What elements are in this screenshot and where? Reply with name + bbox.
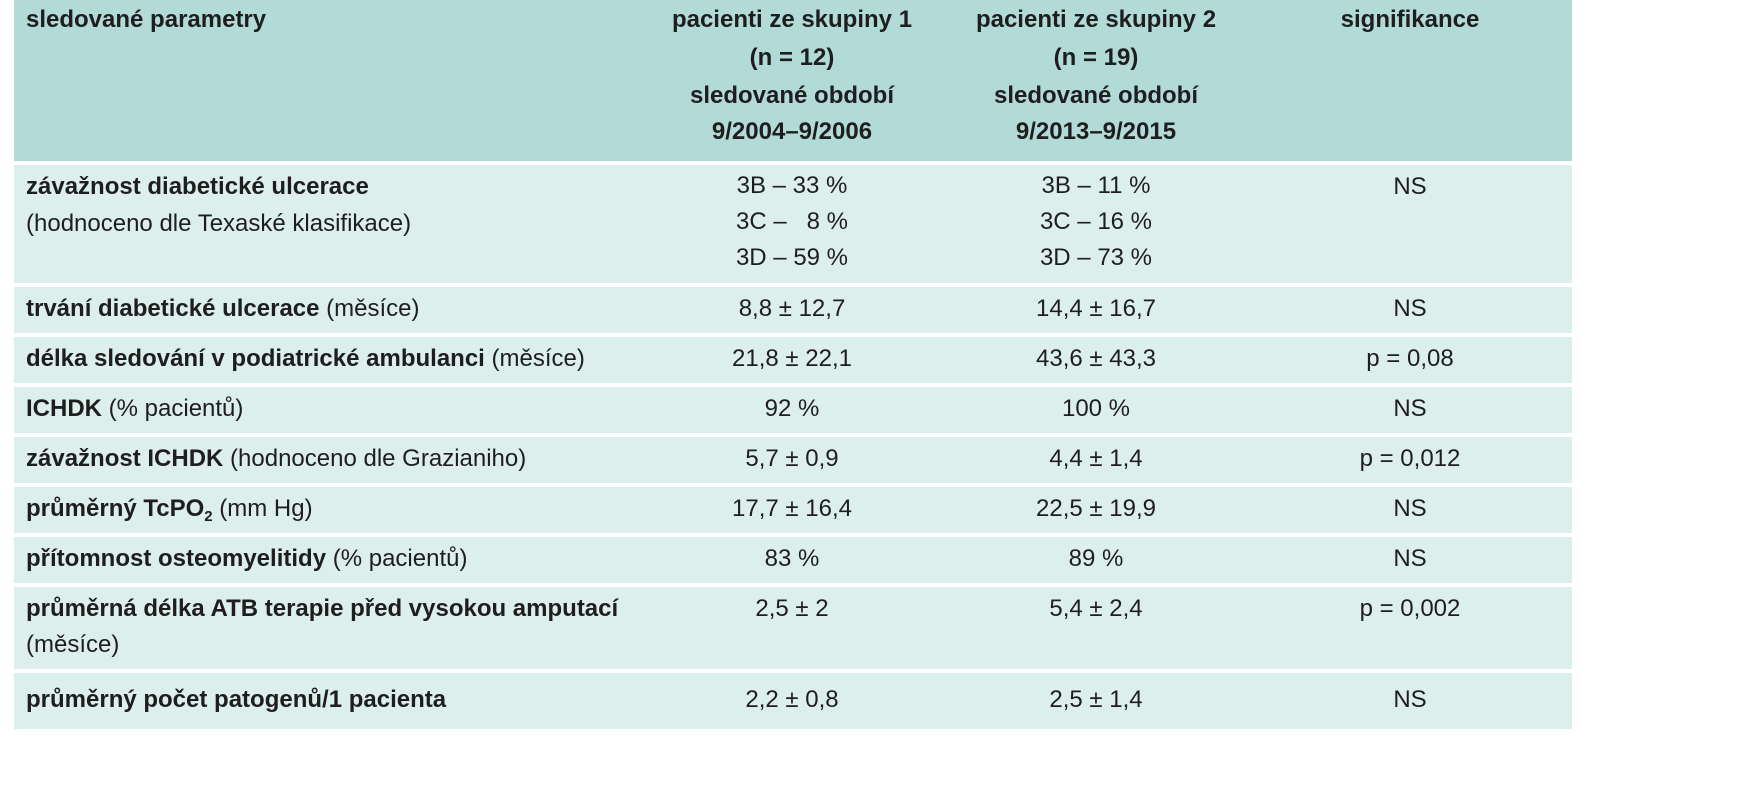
header-row: sledované parametry pacienti ze skupiny … — [14, 0, 1572, 161]
significance-value: NS — [1248, 387, 1572, 433]
parameter-note: (měsíce) — [26, 631, 120, 658]
parameter-name: ICHDK — [26, 395, 102, 422]
parameter-name: závažnost ICHDK — [26, 445, 224, 472]
parameter-subscript: 2 — [204, 508, 213, 525]
group-2-value: 2,5 ± 1,4 — [944, 673, 1248, 729]
group-2-value-3b: 3B – 11 % — [1041, 172, 1151, 199]
group-2-value: 22,5 ± 19,9 — [944, 487, 1248, 533]
group-1-value: 83 % — [640, 537, 944, 583]
parameter-name: přítomnost osteomyelitidy — [26, 545, 327, 572]
group-2-value: 5,4 ± 2,4 — [944, 587, 1248, 669]
group-2-title: pacienti ze skupiny 2 — [975, 6, 1217, 33]
parameter-note: (mm Hg) — [212, 495, 313, 522]
header-group-2: pacienti ze skupiny 2 (n = 19) sledované… — [944, 0, 1248, 161]
comparison-table: sledované parametry pacienti ze skupiny … — [14, 0, 1572, 733]
parameter-note: (měsíce) — [484, 345, 585, 372]
row-parameter: závažnost diabetické ulcerace (hodnoceno… — [14, 165, 640, 283]
significance-value: NS — [1248, 537, 1572, 583]
parameter-name: závažnost diabetické ulcerace — [26, 173, 369, 200]
significance-value: NS — [1248, 165, 1572, 283]
parameter-name: průměrný TcPO — [26, 495, 205, 522]
table-row: průměrná délka ATB terapie před vysokou … — [14, 587, 1572, 669]
group-2-value: 3B – 11 % 3C – 16 % 3D – 73 % — [944, 165, 1248, 283]
table-row: průměrný TcPO2 (mm Hg) 17,7 ± 16,4 22,5 … — [14, 487, 1572, 533]
group-1-period: 9/2004–9/2006 — [711, 118, 873, 145]
group-1-value: 17,7 ± 16,4 — [640, 487, 944, 533]
header-significance-label: signifikance — [1340, 6, 1480, 33]
row-parameter: průměrný počet patogenů/1 pacienta — [14, 673, 640, 729]
group-2-period-label: sledované období — [993, 82, 1199, 109]
row-parameter: trvání diabetické ulcerace (měsíce) — [14, 287, 640, 333]
significance-value: p = 0,012 — [1248, 437, 1572, 483]
group-1-value: 2,2 ± 0,8 — [640, 673, 944, 729]
table-row: závažnost ICHDK (hodnoceno dle Grazianih… — [14, 437, 1572, 483]
group-1-value-3d: 3D – 59 % — [735, 244, 849, 271]
parameter-name: průměrný počet patogenů/1 pacienta — [26, 686, 447, 713]
group-2-value-3d: 3D – 73 % — [1039, 244, 1153, 271]
significance-value: NS — [1248, 287, 1572, 333]
table-row: závažnost diabetické ulcerace (hodnoceno… — [14, 165, 1572, 283]
parameter-note: (hodnoceno dle Grazianiho) — [223, 445, 527, 472]
table-row: délka sledování v podiatrické ambulanci … — [14, 337, 1572, 383]
group-1-value: 92 % — [640, 387, 944, 433]
group-2-value: 14,4 ± 16,7 — [944, 287, 1248, 333]
parameter-name: trvání diabetické ulcerace — [26, 295, 320, 322]
group-2-count: (n = 19) — [1053, 44, 1139, 71]
table-row: trvání diabetické ulcerace (měsíce) 8,8 … — [14, 287, 1572, 333]
table-row: přítomnost osteomyelitidy (% pacientů) 8… — [14, 537, 1572, 583]
header-group-1: pacienti ze skupiny 1 (n = 12) sledované… — [640, 0, 944, 161]
group-1-period-label: sledované období — [689, 82, 895, 109]
row-parameter: délka sledování v podiatrické ambulanci … — [14, 337, 640, 383]
parameter-name: délka sledování v podiatrické ambulanci — [26, 345, 485, 372]
group-2-value: 4,4 ± 1,4 — [944, 437, 1248, 483]
group-1-value: 21,8 ± 22,1 — [640, 337, 944, 383]
row-parameter: přítomnost osteomyelitidy (% pacientů) — [14, 537, 640, 583]
header-parameters: sledované parametry — [14, 0, 640, 161]
group-1-count: (n = 12) — [749, 44, 835, 71]
group-2-period: 9/2013–9/2015 — [1015, 118, 1177, 145]
table-row: průměrný počet patogenů/1 pacienta 2,2 ±… — [14, 673, 1572, 729]
group-1-value: 5,7 ± 0,9 — [640, 437, 944, 483]
parameter-note: (% pacientů) — [102, 395, 244, 422]
table-row: ICHDK (% pacientů) 92 % 100 % NS — [14, 387, 1572, 433]
significance-value: p = 0,08 — [1248, 337, 1572, 383]
row-parameter: ICHDK (% pacientů) — [14, 387, 640, 433]
header-significance: signifikance — [1248, 0, 1572, 161]
group-1-value-3c: 3C – 8 % — [735, 208, 849, 235]
row-parameter: průměrná délka ATB terapie před vysokou … — [14, 587, 640, 669]
parameter-note: (% pacientů) — [326, 545, 468, 572]
group-1-title: pacienti ze skupiny 1 — [671, 6, 913, 33]
parameter-note: (hodnoceno dle Texaské klasifikace) — [26, 210, 412, 237]
significance-value: p = 0,002 — [1248, 587, 1572, 669]
significance-value: NS — [1248, 673, 1572, 729]
row-parameter: průměrný TcPO2 (mm Hg) — [14, 487, 640, 533]
parameter-note: (měsíce) — [319, 295, 420, 322]
group-2-value: 43,6 ± 43,3 — [944, 337, 1248, 383]
header-parameters-label: sledované parametry — [26, 6, 267, 33]
group-2-value: 100 % — [944, 387, 1248, 433]
parameter-name: průměrná délka ATB terapie před vysokou … — [26, 595, 619, 622]
group-2-value: 89 % — [944, 537, 1248, 583]
group-1-value: 2,5 ± 2 — [640, 587, 944, 669]
row-parameter: závažnost ICHDK (hodnoceno dle Grazianih… — [14, 437, 640, 483]
group-2-value-3c: 3C – 16 % — [1039, 208, 1153, 235]
significance-value: NS — [1248, 487, 1572, 533]
group-1-value-3b: 3B – 33 % — [736, 172, 848, 199]
group-1-value: 3B – 33 % 3C – 8 % 3D – 59 % — [640, 165, 944, 283]
group-1-value: 8,8 ± 12,7 — [640, 287, 944, 333]
